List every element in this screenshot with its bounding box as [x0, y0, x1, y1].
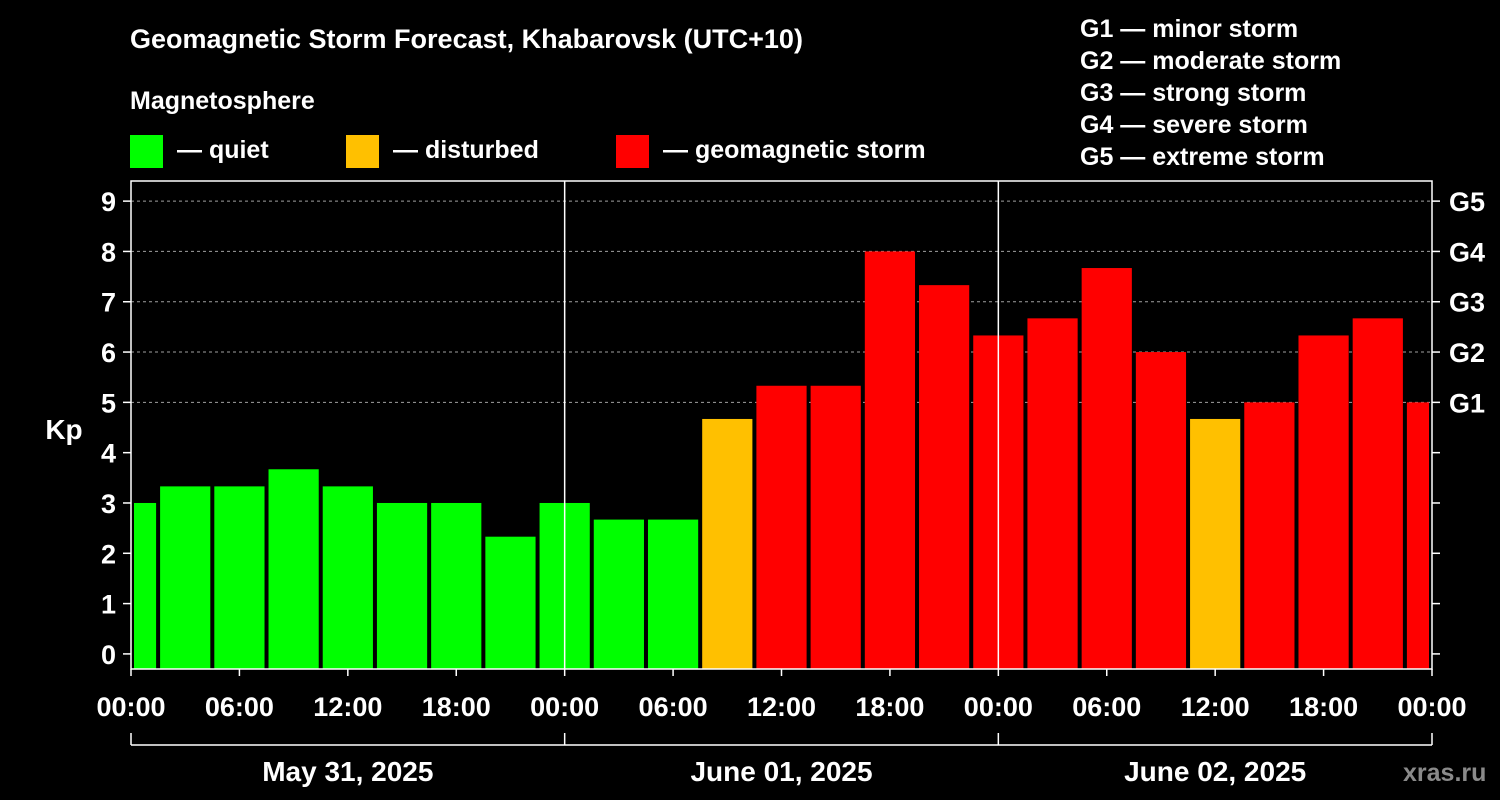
x-tick-label: 18:00: [422, 692, 491, 722]
kp-bar: [1244, 402, 1295, 669]
bars: [134, 251, 1429, 669]
kp-bar: [1406, 402, 1429, 669]
date-label: June 02, 2025: [1124, 756, 1306, 787]
y-tick-label: 4: [101, 439, 116, 469]
kp-bar: [485, 536, 536, 669]
x-tick-label: 00:00: [964, 692, 1033, 722]
g-level-label: G2: [1449, 338, 1485, 368]
g-level-label: G5: [1449, 187, 1485, 217]
y-tick-label: 7: [101, 288, 116, 318]
x-tick-label: 06:00: [205, 692, 274, 722]
kp-bar: [376, 502, 428, 669]
kp-bar: [756, 385, 807, 669]
y-tick-label: 5: [101, 388, 116, 418]
y-tick-label: 8: [101, 237, 116, 267]
legend-label-disturbed: — disturbed: [393, 136, 539, 164]
storm-scale-g5: G5 — extreme storm: [1080, 143, 1325, 171]
x-tick-label: 18:00: [1289, 692, 1358, 722]
kp-bar: [1081, 268, 1132, 669]
kp-bar: [431, 502, 482, 669]
g-level-label: G1: [1449, 388, 1485, 418]
watermark: xras.ru: [1403, 759, 1486, 787]
kp-bar: [702, 418, 753, 669]
storm-scale-g4: G4 — severe storm: [1080, 111, 1308, 139]
x-tick-label: 00:00: [530, 692, 599, 722]
storm-scale-g1: G1 — minor storm: [1080, 15, 1298, 43]
x-tick-label: 06:00: [639, 692, 708, 722]
legend-swatch-quiet: [130, 135, 163, 168]
x-tick-label: 00:00: [1397, 692, 1466, 722]
g-level-label: G4: [1449, 237, 1485, 267]
kp-bar: [1135, 352, 1187, 669]
kp-bar: [864, 251, 916, 669]
legend-label-storm: — geomagnetic storm: [663, 136, 926, 164]
kp-bar: [322, 486, 373, 669]
chart-title: Geomagnetic Storm Forecast, Khabarovsk (…: [130, 24, 803, 54]
x-tick-label: 18:00: [855, 692, 924, 722]
legend-swatch-storm: [616, 135, 649, 168]
y-tick-label: 1: [101, 590, 116, 620]
y-axis-label: Kp: [45, 414, 82, 445]
legend-swatch-disturbed: [346, 135, 379, 168]
kp-bar: [268, 469, 319, 669]
storm-scale-g2: G2 — moderate storm: [1080, 47, 1341, 75]
kp-bar: [1027, 318, 1078, 669]
date-label: May 31, 2025: [262, 756, 433, 787]
legend-label-quiet: — quiet: [177, 136, 269, 164]
x-tick-label: 12:00: [313, 692, 382, 722]
kp-bar: [214, 486, 265, 669]
y-tick-label: 3: [101, 489, 116, 519]
date-label: June 01, 2025: [690, 756, 872, 787]
kp-bar: [593, 519, 644, 669]
g-level-label: G3: [1449, 288, 1485, 318]
kp-bar: [919, 285, 970, 669]
kp-bar: [810, 385, 861, 669]
y-tick-label: 6: [101, 338, 116, 368]
y-tick-label: 9: [101, 187, 116, 217]
x-tick-label: 12:00: [1181, 692, 1250, 722]
y-tick-label: 2: [101, 539, 116, 569]
kp-bar: [134, 502, 157, 669]
y-tick-label: 0: [101, 640, 116, 670]
kp-bar: [1190, 418, 1241, 669]
legend-title: Magnetosphere: [130, 87, 315, 115]
kp-bar: [647, 519, 699, 669]
x-tick-label: 06:00: [1072, 692, 1141, 722]
kp-bar: [1352, 318, 1403, 669]
axes: 0 1 2 3 4 5 6 7 8 9 G1 G2 G3 G4 G5 00:00 06:00 12:00 18:00…: [96, 187, 1485, 787]
storm-scale-g3: G3 — strong storm: [1080, 79, 1306, 107]
kp-bar: [1298, 335, 1349, 669]
x-tick-label: 12:00: [747, 692, 816, 722]
x-tick-label: 00:00: [96, 692, 165, 722]
kp-bar: [160, 486, 211, 669]
